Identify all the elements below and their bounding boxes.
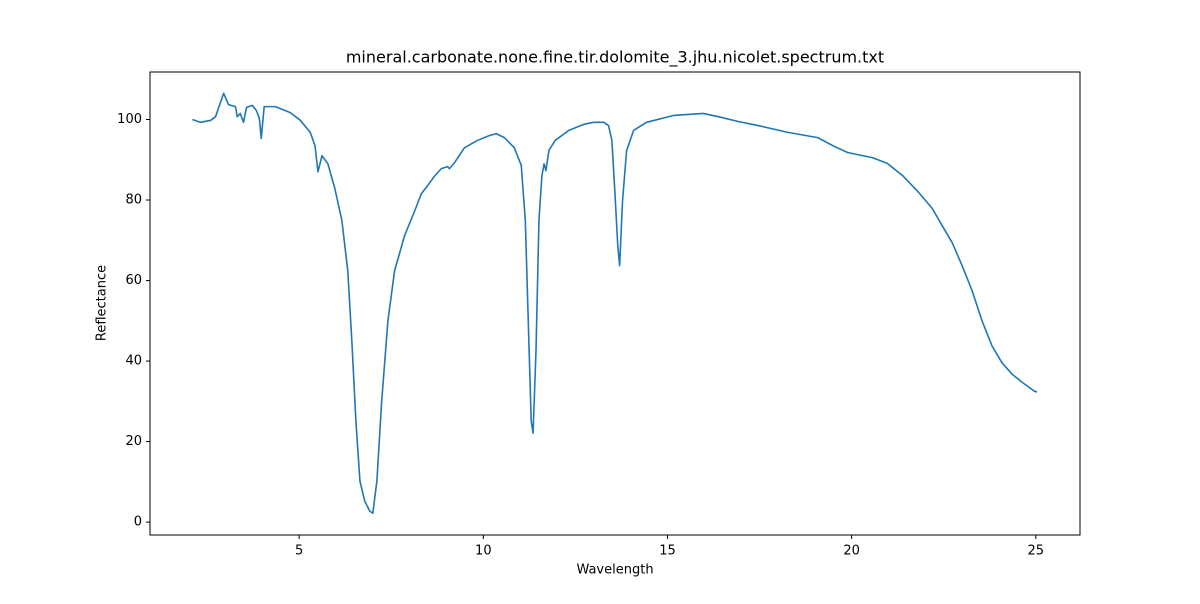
x-tick-label: 25	[1028, 544, 1045, 559]
x-tick-label: 20	[843, 544, 860, 559]
x-tick-label: 10	[475, 544, 492, 559]
x-axis-label: Wavelength	[576, 563, 653, 578]
y-tick-label: 100	[117, 112, 142, 127]
spectrum-line	[192, 92, 1038, 515]
chart-title: mineral.carbonate.none.fine.tir.dolomite…	[346, 48, 884, 68]
x-tick-label: 5	[295, 544, 303, 559]
y-axis-label: Reflectance	[95, 265, 110, 341]
x-tick-label: 15	[659, 544, 676, 559]
y-tick-label: 20	[125, 434, 142, 449]
y-tick-label: 0	[134, 515, 142, 530]
y-tick-label: 40	[125, 354, 142, 369]
y-tick-label: 60	[125, 273, 142, 288]
plot-frame	[149, 71, 1081, 536]
y-tick-label: 80	[125, 193, 142, 208]
